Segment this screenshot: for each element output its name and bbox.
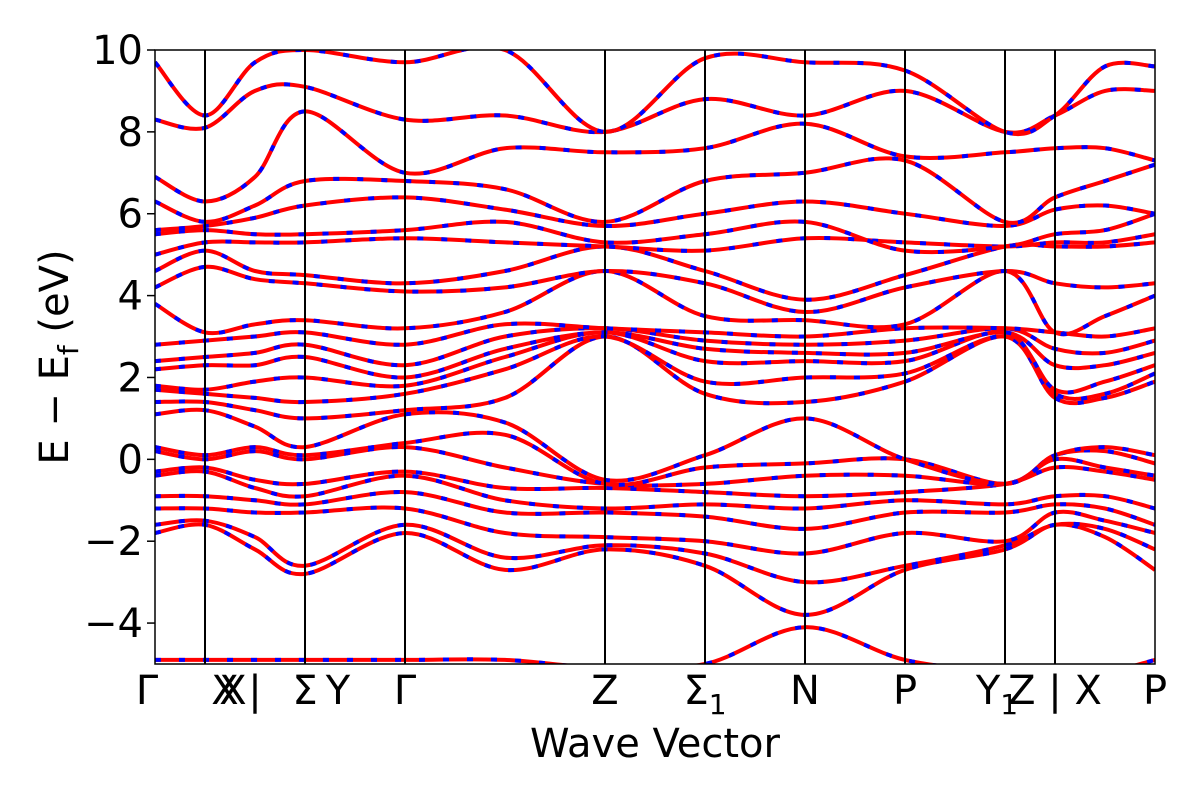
x-axis-label: Wave Vector <box>530 721 781 767</box>
band-line-blue-0 <box>155 625 1155 664</box>
band-line-blue-7 <box>155 445 1155 488</box>
band-line-blue-5 <box>155 469 1155 511</box>
y-axis-label: E − Ef (eV) <box>32 249 85 464</box>
y-tick-label: −4 <box>84 601 143 647</box>
band-line-blue-20 <box>155 211 1155 255</box>
y-axis: −4 −2 0 2 4 6 8 10 <box>84 28 155 647</box>
band-line-blue-17 <box>155 264 1155 315</box>
y-tick-label: 0 <box>118 437 143 483</box>
band-line-blue-14 <box>155 326 1155 368</box>
x-tick-label: Σ1 <box>683 668 726 721</box>
x-axis: Γ XX | YΣ Γ Z Σ1 N P Y1Z | X P <box>136 668 1167 721</box>
band-line-blue-9 <box>155 407 1155 486</box>
band-line-blue-8 <box>155 430 1155 487</box>
x-tick-label: | <box>248 668 261 714</box>
x-tick-label: P <box>893 668 917 714</box>
band-line-blue-13 <box>155 330 1155 380</box>
x-tick-label: Z <box>591 668 618 714</box>
x-tick-label: Y <box>325 668 351 714</box>
band-line-blue-23 <box>155 109 1155 204</box>
x-tick-label: N <box>790 668 820 714</box>
band-line-blue-10 <box>155 334 1155 421</box>
band-line-blue-11 <box>155 334 1155 405</box>
x-tick-label: X <box>219 668 246 714</box>
kpoint-lines <box>204 50 1056 664</box>
x-tick-label: Γ <box>394 668 417 714</box>
band-line-blue-21 <box>155 195 1155 233</box>
x-tick-label: P <box>1143 668 1167 714</box>
band-line-red-24 <box>155 82 1155 135</box>
band-line-blue-3 <box>155 505 1155 556</box>
y-tick-label: 8 <box>118 110 143 156</box>
plot-frame <box>154 49 1156 665</box>
y-axis-label-main: E − E <box>32 355 78 465</box>
x-tick-label: Z | X <box>1008 668 1102 714</box>
x-tick-label: Y1 <box>975 668 1018 721</box>
band-line-blue-2 <box>155 518 1155 585</box>
band-line-blue-12 <box>155 329 1155 395</box>
y-axis-label-sub: f <box>52 344 85 355</box>
band-line-blue-15 <box>155 321 1155 347</box>
band-line-blue-6 <box>155 465 1155 499</box>
band-line-blue-19 <box>155 232 1155 257</box>
y-tick-label: −2 <box>84 519 143 565</box>
x-tick-label: Σ <box>292 668 317 714</box>
band-line-blue-4 <box>155 490 1155 531</box>
y-axis-label-unit: (eV) <box>32 249 78 345</box>
band-line-blue-25 <box>155 50 1155 137</box>
band-line-blue-22 <box>155 156 1155 225</box>
bands-layer <box>155 50 1155 664</box>
y-tick-label: 4 <box>118 274 143 320</box>
y-tick-label: 6 <box>118 192 143 238</box>
y-tick-label: 10 <box>92 28 143 74</box>
band-line-blue-16 <box>155 268 1155 337</box>
x-tick-label: X <box>211 668 238 714</box>
x-tick-label: Γ <box>136 668 159 714</box>
y-tick-label: 2 <box>118 355 143 401</box>
